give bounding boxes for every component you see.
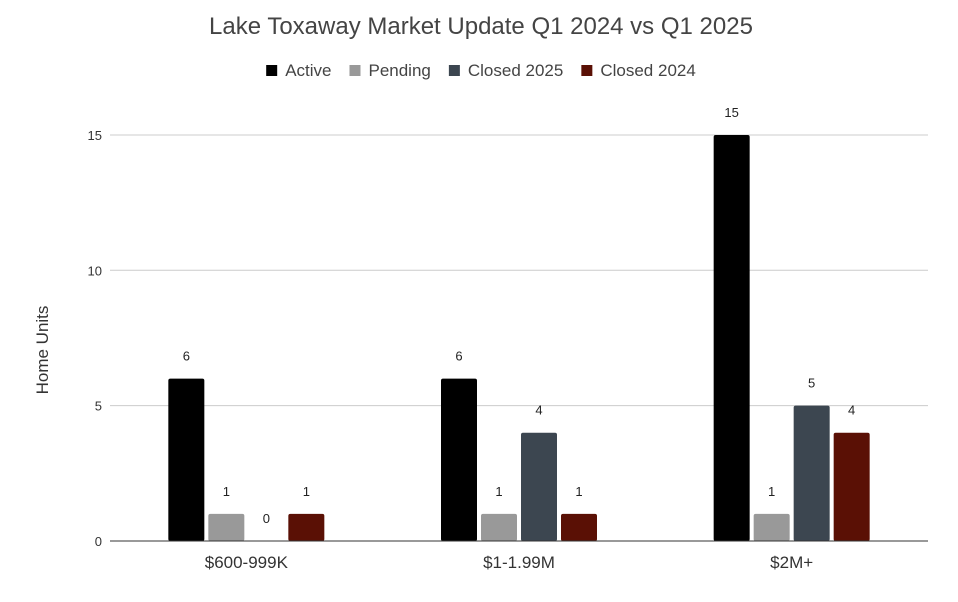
chart-title: Lake Toxaway Market Update Q1 2024 vs Q1… [209,13,753,40]
bar-active-2m [713,134,750,541]
data-label: 6 [183,349,190,364]
bar-pending-600-999k [208,513,245,541]
bar-closed-2024-2m [833,432,870,541]
data-label: 4 [535,403,542,418]
legend-label: Active [285,61,331,80]
legend-item-active[interactable]: Active [266,61,331,80]
data-label: 5 [808,376,815,391]
x-category-label: $2M+ [770,553,813,572]
bar-active-1-1-99m [441,378,477,541]
legend-label: Pending [368,61,430,80]
y-axis-ticks: 0 5 10 15 [88,128,102,549]
data-label: 1 [575,484,582,499]
y-tick-label: 5 [95,399,102,414]
bar-active-600-999k [168,378,205,541]
legend-item-closed-2024[interactable]: Closed 2024 [581,61,696,80]
legend-item-closed-2025[interactable]: Closed 2025 [448,61,563,80]
legend-label: Closed 2024 [600,61,695,80]
y-tick-label: 0 [95,534,102,549]
y-tick-label: 15 [88,128,102,143]
gridlines [110,134,928,407]
data-label: 1 [303,484,310,499]
legend-swatch [266,65,278,76]
bar-closed-2025-2m [793,405,830,541]
data-label: 15 [724,105,738,120]
x-axis-categories: $600-999K $1-1.99M $2M+ [205,553,813,572]
legend: Active Pending Closed 2025 Closed 2024 [266,61,696,80]
bars [168,134,870,541]
x-category-label: $1-1.99M [483,553,555,572]
legend-label: Closed 2025 [468,61,563,80]
bar-closed-2025-1-1-99m [521,432,557,541]
bar-pending-1-1-99m [481,513,517,541]
data-label: 1 [768,484,775,499]
bar-closed-2024-1-1-99m [561,513,597,541]
data-label: 0 [263,511,270,526]
bar-closed-2024-600-999k [288,513,325,541]
data-label: 1 [223,484,230,499]
legend-swatch [349,65,361,76]
y-axis-label: Home Units [33,306,52,395]
legend-item-pending[interactable]: Pending [349,61,431,80]
legend-swatch [581,65,593,76]
data-label: 4 [848,403,855,418]
bar-pending-2m [753,513,790,541]
data-label: 6 [455,349,462,364]
x-category-label: $600-999K [205,553,289,572]
legend-swatch [448,65,460,76]
data-label: 1 [495,484,502,499]
y-tick-label: 10 [88,263,102,278]
